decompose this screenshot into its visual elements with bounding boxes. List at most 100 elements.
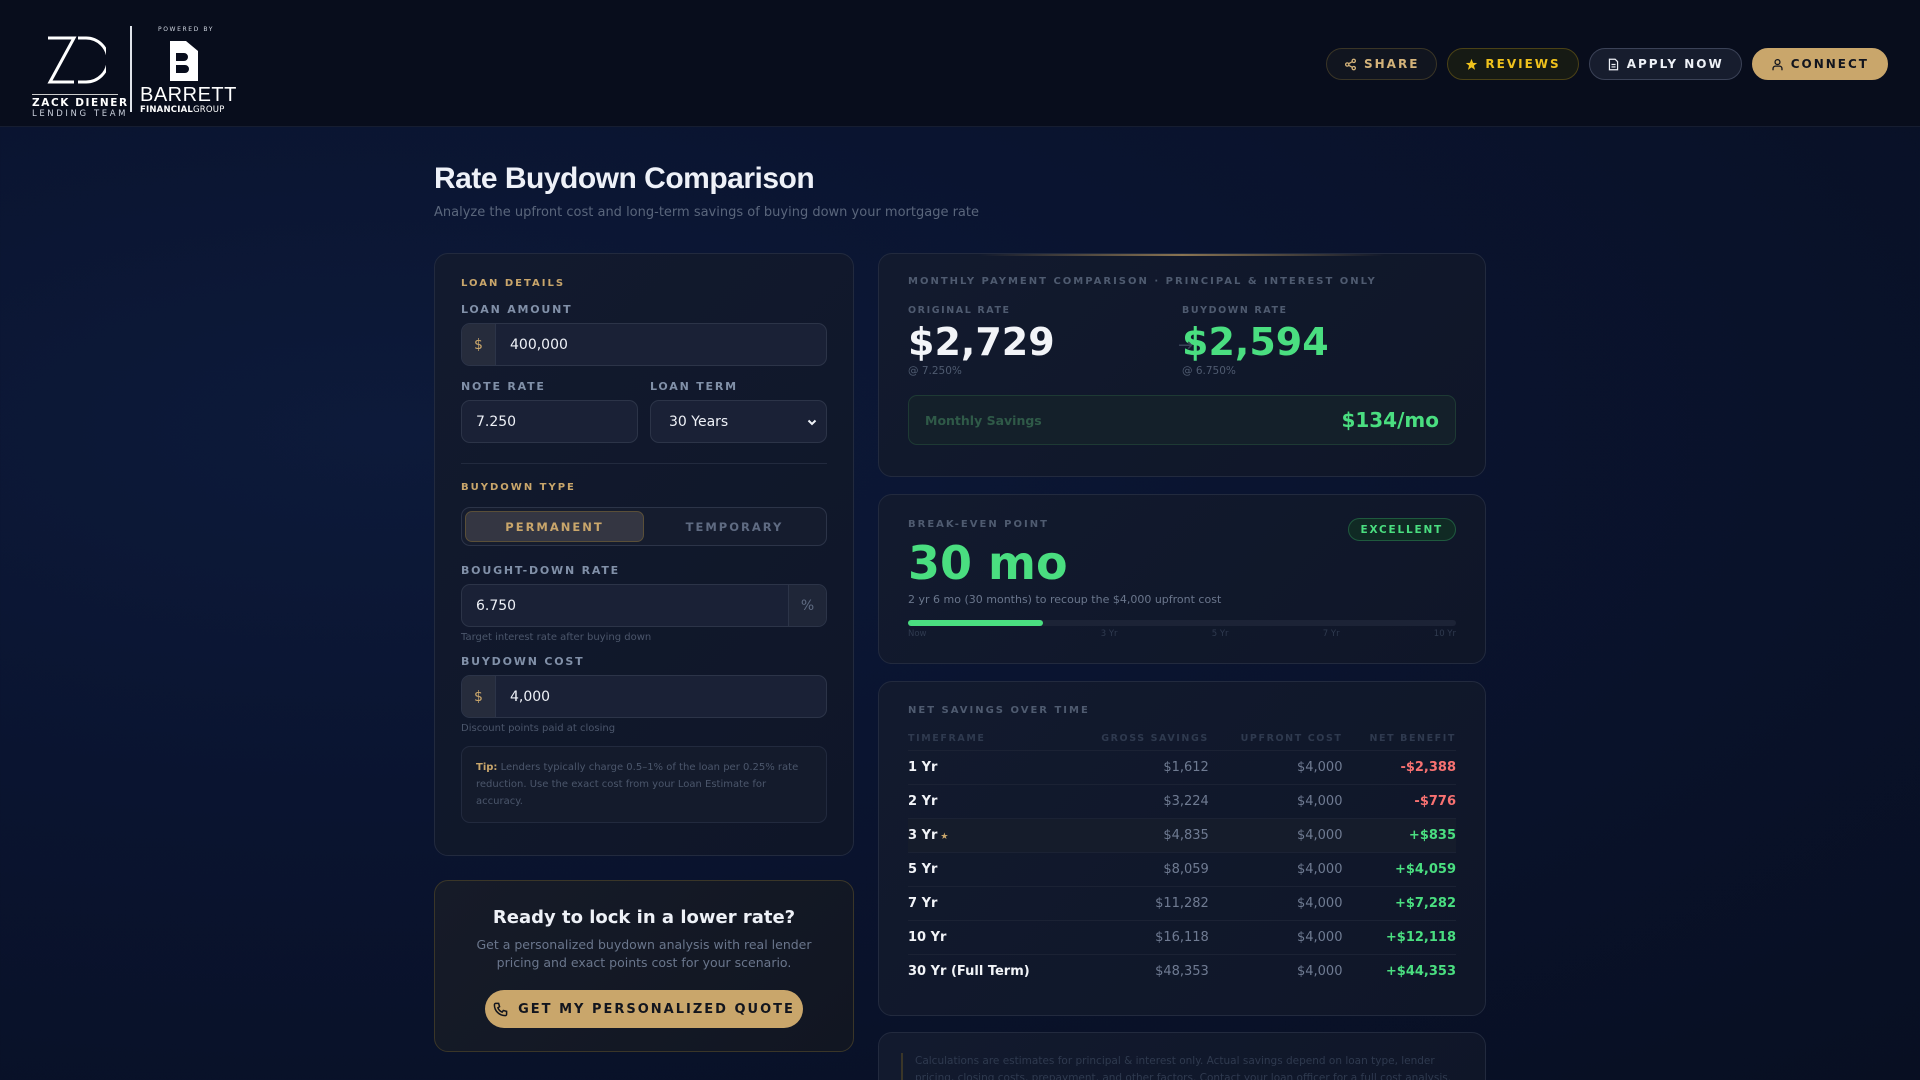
reviews-label: REVIEWS	[1485, 57, 1561, 71]
barrett-building-icon	[170, 41, 198, 81]
loan-term-select[interactable]: 30 Years	[650, 400, 827, 443]
tick-label: 3 Yr	[1100, 629, 1118, 639]
logo[interactable]: ZACK DIENER LENDING TEAM POWERED BY BARR…	[32, 26, 236, 119]
table-row: 7 Yr $11,282 $4,000 +$7,282	[908, 886, 1456, 921]
logo-divider	[130, 26, 132, 112]
table-row-break-even: 3 Yr ★ $4,835 $4,000 +$835	[908, 818, 1456, 853]
gross-cell: $8,059	[1067, 852, 1209, 887]
loan-amount-field: $	[461, 323, 827, 366]
cost-cell: $4,000	[1208, 920, 1343, 955]
timeframe-cell: 3 Yr ★	[908, 818, 1068, 853]
loan-term-value: 30 Years	[669, 413, 729, 430]
timeframe-cell: 7 Yr	[908, 886, 1068, 921]
cta-card: Ready to lock in a lower rate? Get a per…	[434, 880, 854, 1052]
progress-fill	[908, 620, 1044, 626]
tick-label: 5 Yr	[1211, 629, 1229, 639]
net-cell: +$4,059	[1342, 852, 1456, 887]
buydown-type-toggle: PERMANENT TEMPORARY	[461, 507, 827, 546]
share-button[interactable]: SHARE	[1326, 48, 1438, 80]
timeframe-cell: 30 Yr (Full Term)	[908, 964, 1030, 980]
bought-down-rate-field: %	[461, 584, 827, 627]
buydown-rate-note: @ 6.750%	[1182, 365, 1236, 377]
buydown-cost-input[interactable]	[496, 676, 826, 717]
team-name: ZACK DIENER	[32, 94, 127, 109]
monthly-savings-label: Monthly Savings	[925, 412, 1042, 428]
powered-by: POWERED BY	[158, 26, 215, 33]
gross-cell: $3,224	[1067, 784, 1209, 819]
zd-monogram-icon	[47, 36, 110, 84]
payment-row: ORIGINAL RATE $2,729 @ 7.250% → BUYDOWN …	[908, 305, 1456, 377]
break-even-card: BREAK-EVEN POINT EXCELLENT 30 mo 2 yr 6 …	[878, 494, 1486, 664]
table-row: 2 Yr $3,224 $4,000 -$776	[908, 784, 1456, 819]
bought-down-rate-label: BOUGHT-DOWN RATE	[461, 564, 620, 577]
col-gross-savings: GROSS SAVINGS	[1067, 733, 1209, 751]
net-cell: +$44,353	[1385, 964, 1456, 980]
permanent-option[interactable]: PERMANENT	[465, 511, 644, 542]
net-savings-heading: NET SAVINGS OVER TIME	[908, 705, 1090, 716]
phone-icon	[493, 1002, 508, 1016]
buydown-cost-field: $	[461, 675, 827, 718]
buydown-rate-block: BUYDOWN RATE $2,594 @ 6.750%	[1182, 305, 1456, 377]
note-rate-field: %	[461, 400, 638, 443]
payment-comparison-heading: MONTHLY PAYMENT COMPARISON · PRINCIPAL &…	[908, 276, 1377, 287]
buydown-payment: $2,594	[1182, 320, 1329, 364]
loan-details-heading: LOAN DETAILS	[461, 278, 566, 289]
cost-cell: $4,000	[1208, 818, 1343, 853]
share-icon	[1344, 58, 1357, 70]
status-badge: EXCELLENT	[1347, 518, 1456, 541]
buydown-cost-hint: Discount points paid at closing	[461, 723, 616, 734]
loan-details-card: LOAN DETAILS LOAN AMOUNT $ NOTE RATE % L…	[434, 253, 854, 856]
net-cell: +$835	[1342, 818, 1456, 853]
original-rate-label: ORIGINAL RATE	[908, 305, 1011, 316]
document-icon	[1608, 58, 1618, 70]
break-even-progress	[908, 620, 1456, 626]
cta-text: Get a personalized buydown analysis with…	[476, 937, 812, 970]
table-row: 30 Yr (Full Term) $48,353 $4,000 +$44,35…	[908, 955, 1456, 989]
col-timeframe: TIMEFRAME	[908, 733, 1068, 751]
break-even-note: 2 yr 6 mo (30 months) to recoup the $4,0…	[908, 593, 1222, 606]
break-even-heading: BREAK-EVEN POINT	[908, 519, 1049, 530]
cta-title: Ready to lock in a lower rate?	[492, 907, 796, 928]
gold-accent-line	[979, 254, 1385, 256]
cost-cell: $4,000	[1296, 964, 1343, 980]
brand-sub: FINANCIALGROUP	[140, 105, 225, 115]
loan-amount-input[interactable]	[496, 324, 826, 365]
percent-suffix: %	[788, 585, 826, 626]
user-icon	[1772, 58, 1783, 70]
connect-button[interactable]: CONNECT	[1751, 48, 1888, 80]
page-title: Rate Buydown Comparison	[434, 162, 815, 195]
bought-down-rate-hint: Target interest rate after buying down	[461, 632, 652, 643]
table-row: 10 Yr $16,118 $4,000 +$12,118	[908, 920, 1456, 955]
timeframe-cell: 1 Yr	[908, 750, 1068, 785]
get-quote-label: GET MY PERSONALIZED QUOTE	[518, 1001, 795, 1017]
page-subtitle: Analyze the upfront cost and long-term s…	[434, 205, 979, 220]
original-rate-note: @ 7.250%	[908, 365, 962, 377]
cost-cell: $4,000	[1208, 750, 1343, 785]
arrow-right-icon: →	[1178, 335, 1194, 356]
tick-label: Now	[908, 629, 927, 639]
reviews-button[interactable]: REVIEWS	[1447, 48, 1579, 80]
timeframe-cell: 2 Yr	[908, 784, 1068, 819]
chevron-down-icon	[807, 419, 817, 425]
apply-now-button[interactable]: APPLY NOW	[1588, 48, 1742, 80]
tip-text: Lenders typically charge 0.5–1% of the l…	[476, 762, 799, 807]
buydown-cost-label: BUYDOWN COST	[461, 655, 585, 668]
cost-cell: $4,000	[1208, 784, 1343, 819]
buydown-rate-label: BUYDOWN RATE	[1182, 305, 1288, 316]
original-rate-block: ORIGINAL RATE $2,729 @ 7.250%	[908, 305, 1182, 377]
bought-down-rate-input[interactable]	[462, 585, 788, 626]
disclaimer-card: Calculations are estimates for principal…	[878, 1032, 1486, 1080]
break-even-value: 30 mo	[908, 536, 1068, 590]
star-icon	[1466, 58, 1478, 70]
cost-cell: $4,000	[1208, 852, 1343, 887]
table-row: 1 Yr $1,612 $4,000 -$2,388	[908, 750, 1456, 785]
gross-cell: $1,612	[1067, 750, 1209, 785]
dollar-prefix: $	[462, 324, 496, 365]
star-icon: ★	[940, 832, 949, 842]
col-net-benefit: NET BENEFIT	[1342, 733, 1456, 751]
get-quote-button[interactable]: GET MY PERSONALIZED QUOTE	[485, 990, 803, 1028]
note-rate-input[interactable]	[462, 401, 637, 442]
timeframe-cell: 10 Yr	[908, 920, 1068, 955]
net-savings-card: NET SAVINGS OVER TIME TIMEFRAME GROSS SA…	[878, 681, 1486, 1016]
temporary-option[interactable]: TEMPORARY	[685, 519, 784, 534]
